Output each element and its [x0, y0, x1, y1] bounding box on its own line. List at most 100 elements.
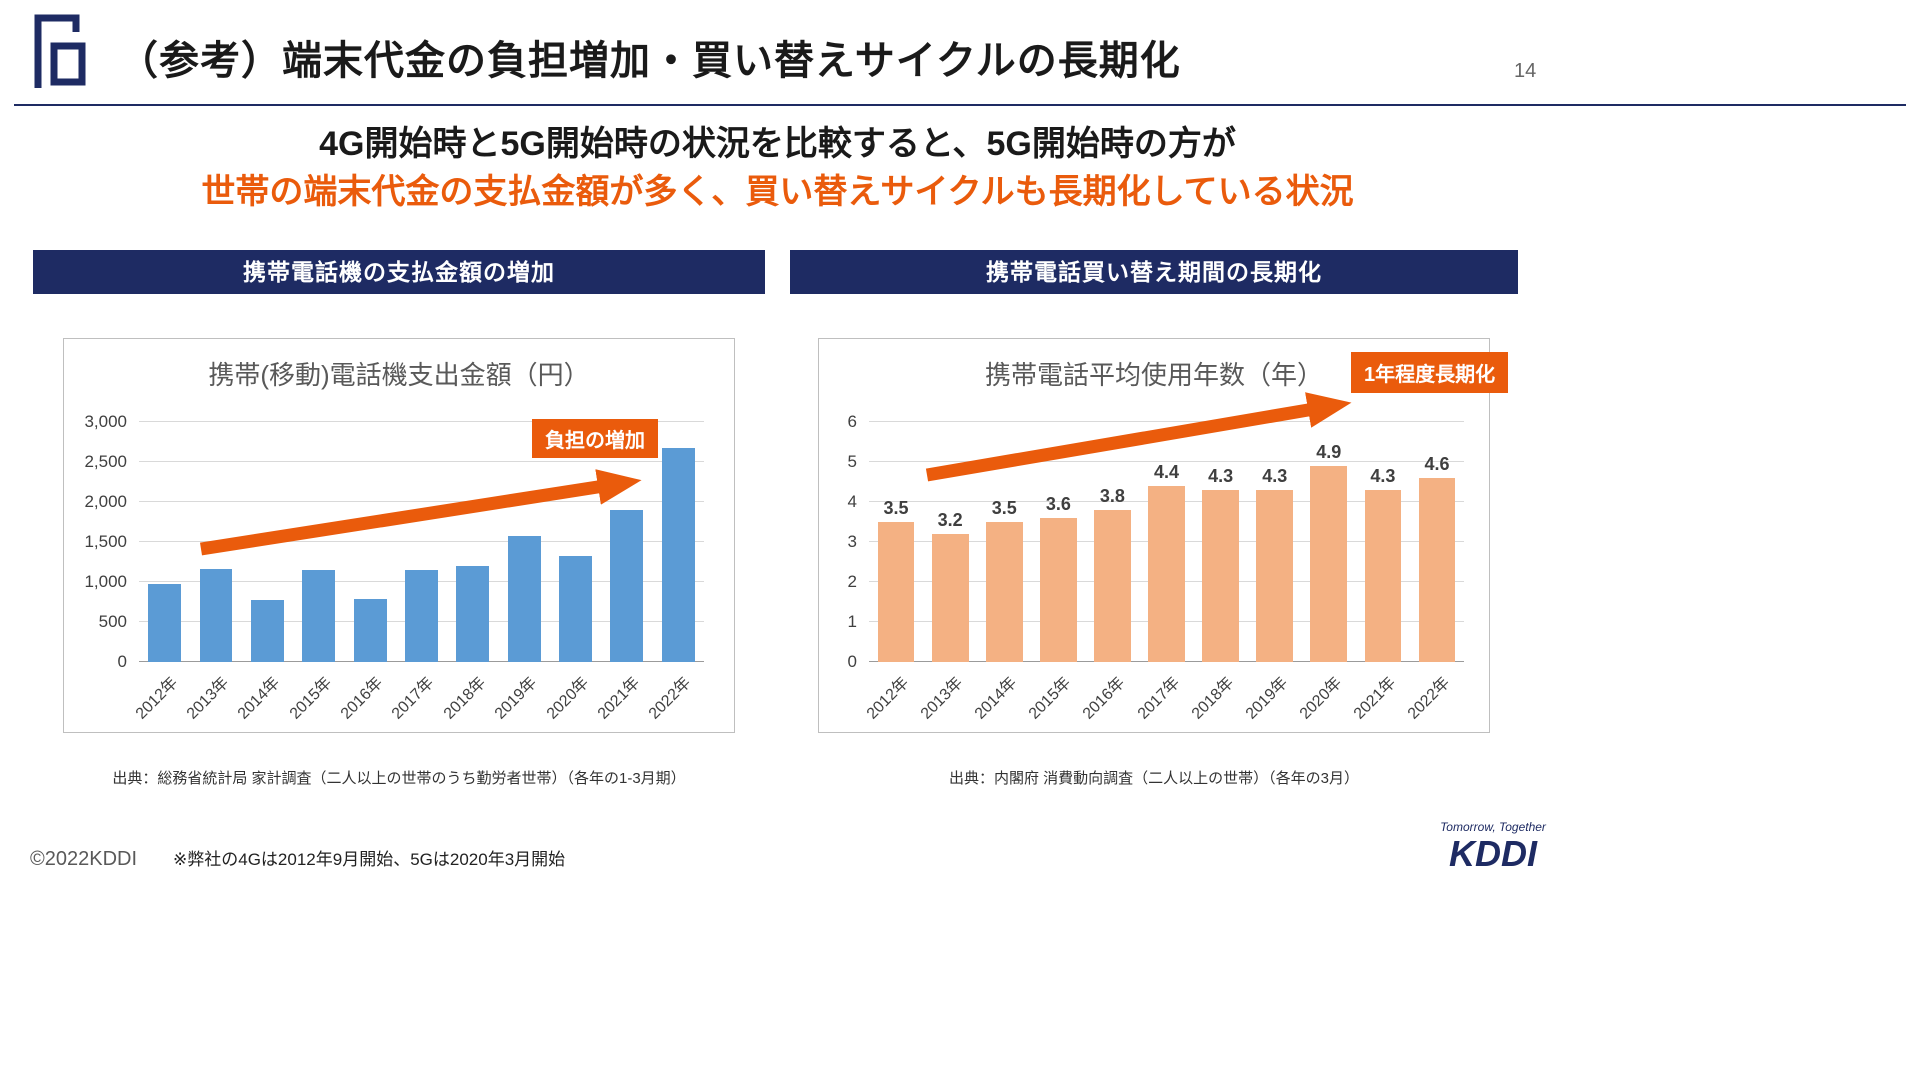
bar-2019年 — [507, 535, 541, 662]
copyright: ©2022KDDI — [30, 848, 138, 870]
bar-2017年 — [1148, 486, 1185, 662]
replacement-chart-source: 出典：内閣府 消費動向調査（二人以上の世帯）（各年の3月） — [948, 770, 1359, 787]
bar-2014年 — [250, 600, 284, 662]
payment-amount-panel: 携帯電話機の支払金額の増加 携帯(移動)電話機支出金額（円） 0 500 1,000… — [33, 250, 765, 788]
y-axis-tick: 1 — [847, 612, 857, 632]
bar-slot — [550, 422, 601, 662]
replacement-chart-title: 携帯電話平均使用年数（年） — [984, 360, 1323, 390]
subtitle: 4G開始時と5G開始時の状況を比較すると、5G開始時の方が 世帯の端末代金の支払… — [0, 120, 1555, 216]
x-axis-cell: 2017年 — [389, 662, 447, 726]
bar-slot: 4.6 — [1410, 422, 1464, 662]
bar-value-label: 4.3 — [1370, 466, 1396, 486]
bar-series — [139, 422, 704, 662]
bar-2022年 — [661, 447, 695, 662]
kddi-logo: Tomorrow, Together KDDI — [1437, 820, 1549, 874]
replacement-chart: 携帯電話平均使用年数（年） 0 1 2 3 4 5 6 3.5 3.2 3.5 3.6 3.8 4.4 4… — [818, 338, 1509, 733]
y-axis-tick: 3 — [847, 532, 857, 551]
y-axis-tick: 6 — [847, 412, 857, 431]
x-axis-label: 2012年 — [132, 674, 181, 723]
x-axis-cell: 2016年 — [338, 662, 395, 726]
y-axis-tick: 0 — [117, 652, 127, 671]
page-title: （参考）端末代金の負担増加・買い替えサイクルの長期化 — [118, 39, 1181, 83]
kddi-logo-text: KDDI — [1449, 833, 1537, 874]
bar-slot — [499, 422, 550, 662]
x-axis-cell: 2012年 — [132, 662, 190, 726]
gridline — [139, 461, 704, 462]
y-axis-tick: 2 — [847, 572, 857, 592]
x-axis-cell: 2019年 — [492, 662, 550, 726]
y-axis-tick: 2,500 — [84, 452, 127, 471]
bar-slot: 4.9 — [1302, 422, 1356, 662]
footer: ©2022KDDI ※弊社の4Gは2012年9月開始、5Gは2020年3月開始 — [30, 845, 565, 871]
replacement-cycle-panel: 携帯電話買い替え期間の長期化 携帯電話平均使用年数（年） 0 1 2 3 4 5 6 3.5 3… — [790, 250, 1518, 788]
bar-2021年 — [610, 510, 644, 662]
bar-value-label: 3.6 — [1045, 494, 1071, 514]
subtitle-line2: 世帯の端末代金の支払金額が多く、買い替えサイクルも長期化している状況 — [201, 173, 1354, 211]
one-year-longer-badge: 1年程度長期化 — [1351, 352, 1509, 393]
payment-chart-source: 出典：総務省統計局 家計調査（二人以上の世帯のうち勤労者世帯）（各年の1-3月期… — [112, 770, 686, 787]
bar-2013年 — [199, 569, 233, 662]
bar-2018年 — [456, 566, 490, 662]
bar-slot — [653, 422, 704, 662]
x-axis-cell: 2021年 — [1351, 662, 1410, 726]
replacement-chart-x-axis: 2012年 2013年 2014年 2015年 2016年 2017年 2018年 2019年… — [864, 662, 1464, 726]
y-axis-tick: 500 — [98, 612, 127, 632]
x-axis-cell: 2018年 — [441, 662, 498, 726]
y-axis-tick: 2,000 — [84, 492, 127, 512]
payment-panel-header: 携帯電話機の支払金額の増加 — [33, 250, 765, 294]
bar-slot: 3.5 — [977, 422, 1031, 662]
page-number: 14 — [1514, 60, 1537, 82]
x-axis-cell: 2020年 — [1297, 662, 1356, 726]
x-axis-cell: 2012年 — [864, 662, 923, 726]
bar-2020年 — [1310, 466, 1348, 662]
burden-increase-label: 負担の増加 — [532, 419, 658, 458]
bar-value-label: 4.6 — [1424, 454, 1450, 474]
x-axis-cell: 2014年 — [235, 662, 293, 726]
bar-slot — [293, 422, 344, 662]
x-axis-cell: 2015年 — [1026, 662, 1085, 726]
y-axis-tick: 1,500 — [84, 532, 127, 551]
bar-2022年 — [1418, 478, 1456, 662]
bar-2012年 — [877, 522, 915, 662]
bar-slot: 3.2 — [923, 422, 977, 662]
bar-slot — [190, 422, 241, 662]
gridline — [139, 421, 704, 422]
footnote: ※弊社の4Gは2012年9月開始、5Gは2020年3月開始 — [173, 850, 566, 869]
x-axis-cell: 2015年 — [286, 662, 344, 726]
replacement-chart-plot: 0 1 2 3 4 5 6 3.5 3.2 3.5 3.6 3.8 4.4 4.3 4.3 4.9 4.3 4.6 — [848, 412, 1464, 671]
y-axis-tick: 3,000 — [84, 412, 127, 431]
bar-value-label: 4.9 — [1316, 442, 1342, 462]
payment-chart-title: 携帯(移動)電話機支出金額（円） — [208, 360, 590, 390]
x-axis-cell: 2022年 — [646, 662, 704, 726]
x-axis-cell: 2020年 — [543, 662, 601, 726]
bar-value-label: 3.8 — [1099, 486, 1125, 506]
bar-slot: 4.3 — [1356, 422, 1410, 662]
x-axis-cell: 2019年 — [1242, 662, 1302, 726]
bar-2019年 — [1256, 490, 1294, 662]
bar-slot: 4.4 — [1139, 422, 1193, 662]
bar-slot — [242, 422, 293, 662]
payment-chart: 携帯(移動)電話機支出金額（円） 0 500 1,000 1,500 2,000 2,50… — [63, 338, 735, 733]
subtitle-line1: 4G開始時と5G開始時の状況を比較すると、5G開始時の方が — [319, 125, 1236, 163]
x-axis-cell: 2018年 — [1188, 662, 1248, 726]
bar-slot — [601, 422, 652, 662]
bar-slot: 3.8 — [1085, 422, 1139, 662]
bar-series: 3.5 3.2 3.5 3.6 3.8 4.4 4.3 4.3 4.9 4.3 4.6 — [869, 422, 1464, 662]
bar-slot — [447, 422, 498, 662]
x-axis-cell: 2017年 — [1134, 662, 1193, 726]
slide-logo-mark — [34, 14, 86, 88]
payment-chart-x-axis: 2012年 2013年 2014年 2015年 2016年 2017年 2018年 2019年… — [132, 662, 704, 726]
x-axis-cell: 2014年 — [972, 662, 1031, 726]
bar-value-label: 3.2 — [937, 510, 963, 530]
bar-slot: 3.6 — [1031, 422, 1085, 662]
bar-value-label: 4.4 — [1154, 462, 1180, 482]
x-axis-cell: 2022年 — [1405, 662, 1464, 726]
bar-2014年 — [985, 522, 1023, 662]
bar-slot — [139, 422, 190, 662]
title-divider — [14, 104, 1906, 106]
bar-2017年 — [405, 570, 438, 662]
payment-chart-plot: 0 500 1,000 1,500 2,000 2,500 3,000 — [84, 412, 704, 671]
bar-2016年 — [353, 598, 387, 662]
bar-2012年 — [148, 584, 182, 662]
